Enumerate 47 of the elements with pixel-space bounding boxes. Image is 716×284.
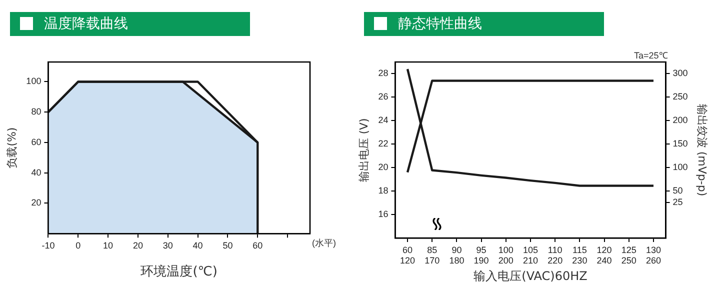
chart-title: 静态特性曲线 [398,16,482,32]
y-tick-label: 16 [378,209,388,220]
x-tick-label: 50 [222,240,233,250]
x-tick-label: 90 180 [449,244,464,266]
y-tick-label: 18 [378,186,388,196]
x-tick-label: 95 190 [474,244,489,266]
y-tick-label: 26 [378,92,388,102]
y-tick-label: 24 [378,115,388,126]
x-axis-title: 输入电压(VAC)60HZ [474,268,588,283]
y2-tick-label: 150 [672,138,688,148]
y-tick-label: 40 [31,167,42,178]
text: (水平) [312,238,336,248]
y-tick-label: 22 [378,138,388,149]
y-tick-label: 20 [378,162,388,172]
y2-tick-label: 25 [672,197,683,208]
x-tick-label: 130 260 [646,244,661,266]
x-tick-label: 20 [132,240,143,250]
x-tick-label: 120 240 [596,244,612,266]
x-tick-label: 60 120 [400,244,416,266]
y2-tick-label: 100 [672,162,688,172]
x-tick-label: 125 250 [621,244,636,266]
y2-tick-label: 300 [672,68,688,78]
y-tick-label: 100 [26,76,42,86]
y2-tick-label: 250 [672,91,688,102]
x-tick-label: 110 220 [548,244,563,266]
x-tick-label: 60 [252,240,263,250]
x-tick-label: 115 230 [572,244,588,266]
x-tick-label: -10 [42,240,55,250]
y-axis-title: 负载(%) [5,127,18,168]
x-tick-label: 85 170 [424,244,440,266]
x-tick-label: 40 [192,240,203,250]
x-tick-label: 0 [76,240,81,250]
y2-tick-label: 50 [672,185,683,196]
x-tick-label: 100 200 [498,244,514,266]
y-tick-label: 60 [31,136,42,147]
x-tick-label: 105 210 [522,244,538,266]
y2-tick-label: 200 [672,114,688,125]
y-axis-title: 输出电压 (V) [357,118,370,182]
text: Ta=25℃ [634,50,668,60]
y-tick-label: 28 [378,68,388,78]
y-tick-label: 20 [31,198,42,208]
y-tick-label: 80 [31,106,42,117]
x-tick-label: 30 [162,240,173,250]
x-tick-label: 10 [103,240,114,250]
y2-axis-title: 输出纹波 (mVp-p) [696,104,709,196]
chart-title: 温度降载曲线 [44,16,128,32]
x-axis-title: 环境温度(℃) [140,264,218,280]
